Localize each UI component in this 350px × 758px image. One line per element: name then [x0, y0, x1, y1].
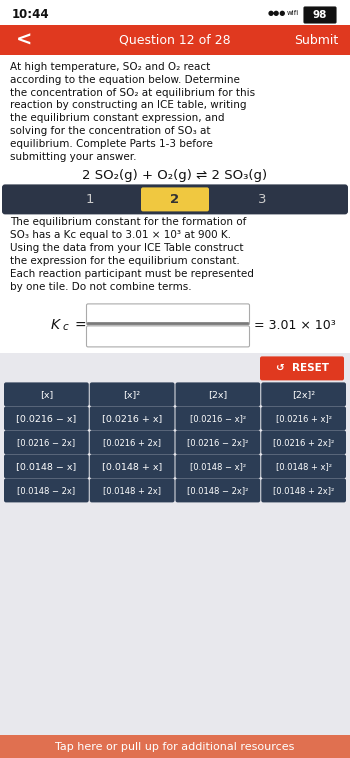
FancyBboxPatch shape	[86, 304, 250, 325]
Text: Question 12 of 28: Question 12 of 28	[119, 33, 231, 46]
FancyBboxPatch shape	[0, 735, 350, 758]
Text: by one tile. Do not combine terms.: by one tile. Do not combine terms.	[10, 283, 192, 293]
FancyBboxPatch shape	[141, 187, 209, 211]
Text: = 3.01 × 10³: = 3.01 × 10³	[254, 319, 336, 332]
Text: the equilibrium constant expression, and: the equilibrium constant expression, and	[10, 113, 224, 124]
FancyBboxPatch shape	[261, 431, 346, 454]
Text: [0.0148 + x]²: [0.0148 + x]²	[276, 462, 332, 471]
Text: [0.0216 + x]²: [0.0216 + x]²	[276, 414, 332, 423]
FancyBboxPatch shape	[4, 478, 89, 503]
Text: [x]: [x]	[40, 390, 53, 399]
Text: ●●●: ●●●	[268, 10, 286, 16]
Text: 3: 3	[258, 193, 266, 206]
Text: reaction by constructing an ICE table, writing: reaction by constructing an ICE table, w…	[10, 100, 246, 111]
Text: [0.0148 − x]²: [0.0148 − x]²	[190, 462, 246, 471]
Text: [0.0148 + x]: [0.0148 + x]	[102, 462, 162, 471]
FancyBboxPatch shape	[175, 478, 260, 503]
FancyBboxPatch shape	[4, 431, 89, 454]
Text: [2x]: [2x]	[208, 390, 228, 399]
Text: [0.0148 − x]: [0.0148 − x]	[16, 462, 77, 471]
Text: [0.0216 − 2x]²: [0.0216 − 2x]²	[187, 438, 248, 447]
Text: [0.0216 + 2x]²: [0.0216 + 2x]²	[273, 438, 334, 447]
FancyBboxPatch shape	[2, 184, 348, 215]
Text: submitting your answer.: submitting your answer.	[10, 152, 136, 161]
FancyBboxPatch shape	[90, 406, 175, 431]
Text: Tap here or pull up for additional resources: Tap here or pull up for additional resou…	[55, 741, 295, 751]
FancyBboxPatch shape	[0, 353, 350, 735]
Text: [0.0148 + 2x]²: [0.0148 + 2x]²	[273, 486, 334, 495]
Text: equilibrium. Complete Parts 1-3 before: equilibrium. Complete Parts 1-3 before	[10, 139, 213, 149]
Text: 98: 98	[313, 10, 327, 20]
FancyBboxPatch shape	[261, 406, 346, 431]
Text: =: =	[74, 318, 86, 333]
FancyBboxPatch shape	[261, 382, 346, 406]
FancyBboxPatch shape	[261, 478, 346, 503]
Text: [0.0148 + 2x]: [0.0148 + 2x]	[103, 486, 161, 495]
Text: the concentration of SO₂ at equilibrium for this: the concentration of SO₂ at equilibrium …	[10, 88, 255, 98]
Text: c: c	[63, 322, 69, 333]
Text: [0.0216 − x]²: [0.0216 − x]²	[190, 414, 246, 423]
Text: [x]²: [x]²	[124, 390, 141, 399]
Text: Using the data from your ICE Table construct: Using the data from your ICE Table const…	[10, 243, 244, 253]
Text: [0.0216 + x]: [0.0216 + x]	[102, 414, 162, 423]
FancyBboxPatch shape	[90, 431, 175, 454]
Text: K: K	[51, 318, 60, 333]
Text: solving for the concentration of SO₃ at: solving for the concentration of SO₃ at	[10, 126, 210, 136]
Text: the expression for the equilibrium constant.: the expression for the equilibrium const…	[10, 256, 240, 266]
Text: 10:44: 10:44	[12, 8, 50, 21]
FancyBboxPatch shape	[4, 382, 89, 406]
FancyBboxPatch shape	[90, 382, 175, 406]
Text: [0.0148 − 2x]: [0.0148 − 2x]	[17, 486, 76, 495]
Text: At high temperature, SO₂ and O₂ react: At high temperature, SO₂ and O₂ react	[10, 62, 210, 72]
Text: [0.0148 − 2x]²: [0.0148 − 2x]²	[187, 486, 248, 495]
FancyBboxPatch shape	[90, 478, 175, 503]
Text: 1: 1	[86, 193, 94, 206]
Text: [0.0216 − 2x]: [0.0216 − 2x]	[17, 438, 76, 447]
Text: 2 SO₂(g) + O₂(g) ⇌ 2 SO₃(g): 2 SO₂(g) + O₂(g) ⇌ 2 SO₃(g)	[83, 169, 267, 183]
FancyBboxPatch shape	[4, 406, 89, 431]
FancyBboxPatch shape	[0, 25, 350, 55]
FancyBboxPatch shape	[304, 7, 336, 23]
Text: 2: 2	[170, 193, 180, 206]
FancyBboxPatch shape	[86, 326, 250, 347]
Text: <: <	[16, 30, 32, 49]
Text: [0.0216 + 2x]: [0.0216 + 2x]	[103, 438, 161, 447]
Text: [2x]²: [2x]²	[292, 390, 315, 399]
Text: The equilibrium constant for the formation of: The equilibrium constant for the formati…	[10, 218, 246, 227]
Text: according to the equation below. Determine: according to the equation below. Determi…	[10, 75, 240, 85]
FancyBboxPatch shape	[260, 356, 344, 381]
Text: ↺  RESET: ↺ RESET	[275, 363, 329, 374]
FancyBboxPatch shape	[175, 406, 260, 431]
Text: Each reaction participant must be represented: Each reaction participant must be repres…	[10, 269, 254, 280]
FancyBboxPatch shape	[90, 454, 175, 478]
Text: wifi: wifi	[287, 10, 299, 16]
Text: [0.0216 − x]: [0.0216 − x]	[16, 414, 77, 423]
Text: SO₃ has a Kc equal to 3.01 × 10³ at 900 K.: SO₃ has a Kc equal to 3.01 × 10³ at 900 …	[10, 230, 231, 240]
FancyBboxPatch shape	[175, 454, 260, 478]
FancyBboxPatch shape	[175, 431, 260, 454]
FancyBboxPatch shape	[4, 454, 89, 478]
FancyBboxPatch shape	[175, 382, 260, 406]
Text: Submit: Submit	[294, 33, 338, 46]
FancyBboxPatch shape	[261, 454, 346, 478]
